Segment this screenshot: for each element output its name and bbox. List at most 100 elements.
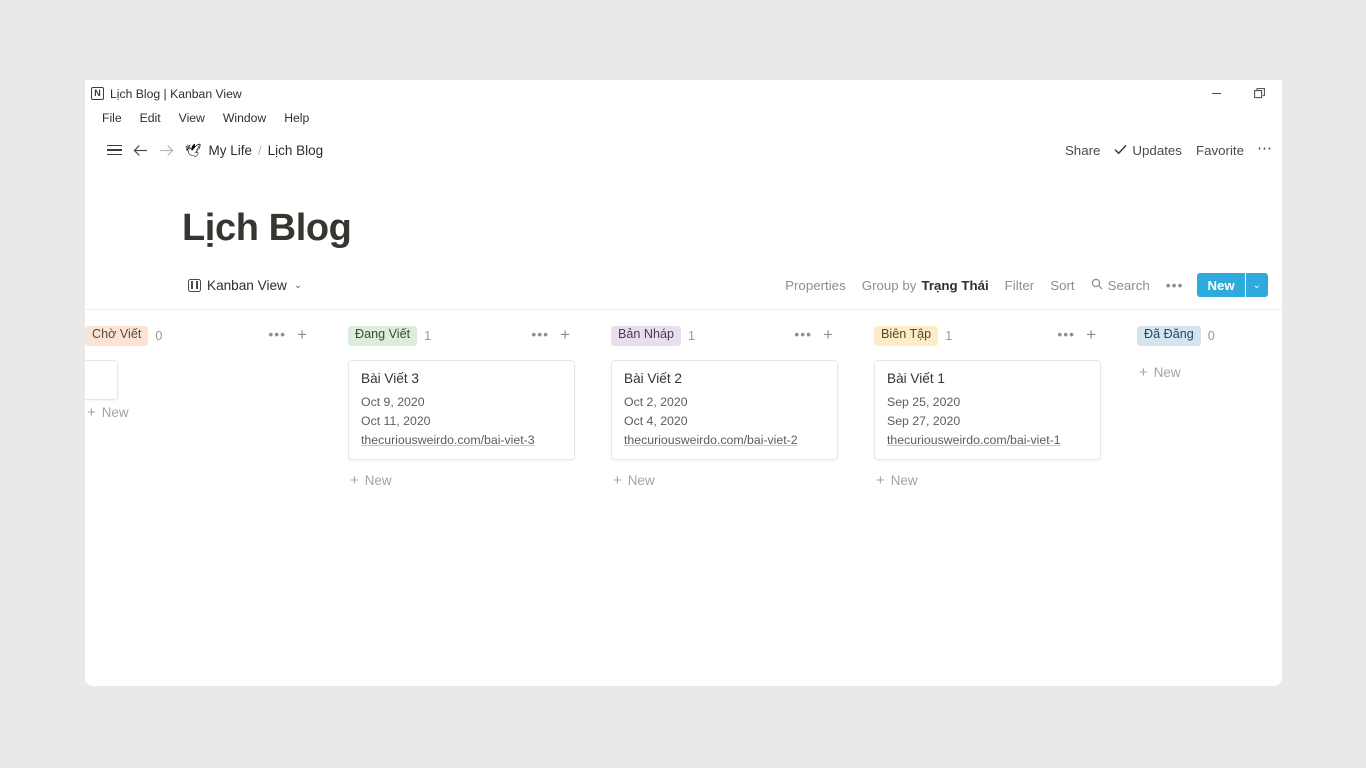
column-more-icon[interactable]: ••• bbox=[268, 325, 287, 342]
column-add-icon[interactable]: + bbox=[560, 325, 570, 345]
column-header-actions: ••• + bbox=[1053, 326, 1119, 345]
column-add-icon[interactable]: + bbox=[1086, 325, 1096, 345]
column-add-icon[interactable]: + bbox=[823, 325, 833, 345]
plus-icon: + bbox=[1139, 363, 1148, 381]
column-status-tag[interactable]: Đang Viết bbox=[348, 325, 418, 346]
column-body: + New bbox=[1119, 350, 1282, 385]
sort-button[interactable]: Sort bbox=[1042, 274, 1082, 297]
new-button-group[interactable]: New ⌄ bbox=[1197, 273, 1268, 298]
properties-button[interactable]: Properties bbox=[777, 274, 854, 297]
add-new-card-label: New bbox=[890, 472, 918, 488]
column-body: + New bbox=[85, 350, 330, 425]
sort-label: Sort bbox=[1050, 277, 1075, 293]
column-header-actions: ••• + bbox=[264, 326, 330, 345]
card-date-start: Oct 2, 2020 bbox=[624, 394, 688, 409]
column-more-icon[interactable]: ••• bbox=[1057, 325, 1076, 342]
column-status-tag[interactable]: Bản Nháp bbox=[611, 325, 682, 346]
add-new-card-button[interactable]: + New bbox=[874, 468, 1101, 493]
kanban-column: Đang Viết 1 ••• + Bài Viết 3 Oct 9, 2020 Oct 1… bbox=[330, 322, 593, 493]
hamburger-icon[interactable] bbox=[101, 137, 127, 163]
more-options-icon[interactable]: ⋯ bbox=[1257, 139, 1272, 157]
window-controls bbox=[1194, 80, 1282, 107]
card-date-start: Oct 9, 2020 bbox=[361, 394, 425, 409]
menu-help[interactable]: Help bbox=[284, 110, 310, 125]
back-arrow-icon[interactable] bbox=[127, 137, 153, 163]
column-status-tag[interactable]: Đã Đăng bbox=[1137, 325, 1201, 346]
restore-icon[interactable] bbox=[1238, 80, 1282, 107]
menu-view[interactable]: View bbox=[178, 110, 205, 125]
card-title: Bài Viết 2 bbox=[624, 370, 682, 386]
breadcrumb-page-icon: 🕊 bbox=[185, 142, 202, 158]
add-new-card-button[interactable]: + New bbox=[611, 468, 838, 493]
column-header: Đang Viết 1 ••• + bbox=[330, 322, 593, 350]
properties-label: Properties bbox=[785, 277, 846, 293]
forward-arrow-icon[interactable] bbox=[153, 137, 179, 163]
card-date-end: Oct 4, 2020 bbox=[624, 413, 688, 428]
add-new-card-button[interactable]: + New bbox=[1137, 360, 1282, 385]
card-partially-visible[interactable] bbox=[85, 359, 118, 400]
chevron-down-icon: ⌄ bbox=[293, 279, 303, 291]
card-title: Bài Viết 3 bbox=[361, 370, 419, 386]
group-by-value: Trạng Thái bbox=[921, 277, 989, 293]
add-new-card-button[interactable]: + New bbox=[348, 468, 575, 493]
kanban-board: Chờ Viết 0 ••• + + New Đang Viết 1 ••• + Bài Viết … bbox=[85, 310, 1282, 493]
filter-label: Filter bbox=[1004, 277, 1035, 293]
column-count: 0 bbox=[1207, 328, 1215, 343]
updates-button[interactable]: Updates bbox=[1107, 139, 1189, 162]
column-more-icon[interactable]: ••• bbox=[794, 325, 813, 342]
kanban-card[interactable]: Bài Viết 3 Oct 9, 2020 Oct 11, 2020 thecuri… bbox=[348, 359, 575, 460]
plus-icon: + bbox=[350, 471, 359, 489]
breadcrumb-parent[interactable]: My Life bbox=[208, 142, 253, 158]
column-add-icon[interactable]: + bbox=[297, 325, 307, 345]
minimize-icon[interactable] bbox=[1194, 80, 1238, 107]
add-new-card-label: New bbox=[101, 404, 129, 420]
toolbar-divider bbox=[85, 308, 1282, 310]
column-status-tag[interactable]: Biên Tập bbox=[874, 325, 939, 346]
card-title: Bài Viết 1 bbox=[887, 370, 945, 386]
kanban-card[interactable]: Bài Viết 1 Sep 25, 2020 Sep 27, 2020 thecur… bbox=[874, 359, 1101, 460]
column-count: 1 bbox=[688, 328, 696, 343]
column-more-icon[interactable]: ••• bbox=[531, 325, 550, 342]
check-icon bbox=[1114, 143, 1127, 158]
view-toolbar-actions: Properties Group by Trạng Thái Filter So… bbox=[777, 269, 1268, 302]
view-more-icon[interactable]: ••• bbox=[1165, 277, 1184, 294]
column-count: 1 bbox=[945, 328, 953, 343]
search-icon bbox=[1091, 278, 1103, 293]
window-title: Lịch Blog | Kanban View bbox=[110, 86, 242, 101]
add-new-card-label: New bbox=[1153, 364, 1181, 380]
add-new-card-label: New bbox=[364, 472, 392, 488]
new-button[interactable]: New bbox=[1197, 273, 1245, 298]
menu-window[interactable]: Window bbox=[222, 110, 267, 125]
column-status-tag[interactable]: Chờ Viết bbox=[85, 325, 149, 346]
page-title[interactable]: Lịch Blog bbox=[182, 207, 352, 249]
page-content: Lịch Blog Kanban View ⌄ Properties Group… bbox=[85, 172, 1282, 493]
filter-button[interactable]: Filter bbox=[997, 274, 1043, 297]
new-button-divider bbox=[1244, 273, 1246, 298]
favorite-button[interactable]: Favorite bbox=[1189, 139, 1251, 162]
group-by-label: Group by bbox=[861, 277, 917, 293]
group-by-button[interactable]: Group by Trạng Thái bbox=[854, 274, 997, 297]
column-body: Bài Viết 1 Sep 25, 2020 Sep 27, 2020 thecur… bbox=[856, 350, 1119, 493]
card-url[interactable]: thecuriousweirdo.com/bai-viet-1 bbox=[887, 432, 1061, 447]
card-url[interactable]: thecuriousweirdo.com/bai-viet-2 bbox=[624, 432, 798, 447]
column-header-actions: ••• + bbox=[527, 326, 593, 345]
column-count: 0 bbox=[155, 328, 163, 343]
kanban-card[interactable]: Bài Viết 2 Oct 2, 2020 Oct 4, 2020 thecurio… bbox=[611, 359, 838, 460]
card-url[interactable]: thecuriousweirdo.com/bai-viet-3 bbox=[361, 432, 535, 447]
add-new-card-button[interactable]: + New bbox=[85, 400, 312, 425]
search-label: Search bbox=[1107, 277, 1150, 293]
updates-label: Updates bbox=[1132, 142, 1182, 158]
column-count: 1 bbox=[424, 328, 432, 343]
card-date-end: Sep 27, 2020 bbox=[887, 413, 961, 428]
menu-file[interactable]: File bbox=[102, 110, 122, 125]
menu-edit[interactable]: Edit bbox=[139, 110, 161, 125]
share-button[interactable]: Share bbox=[1058, 139, 1107, 162]
new-button-chevron-down-icon[interactable]: ⌄ bbox=[1245, 273, 1268, 298]
topbar-actions: Share Updates Favorite ⋯ bbox=[1058, 128, 1282, 172]
breadcrumb-current[interactable]: Lịch Blog bbox=[267, 142, 324, 158]
search-button[interactable]: Search bbox=[1083, 274, 1158, 297]
tab-kanban-view[interactable]: Kanban View ⌄ bbox=[183, 275, 307, 296]
